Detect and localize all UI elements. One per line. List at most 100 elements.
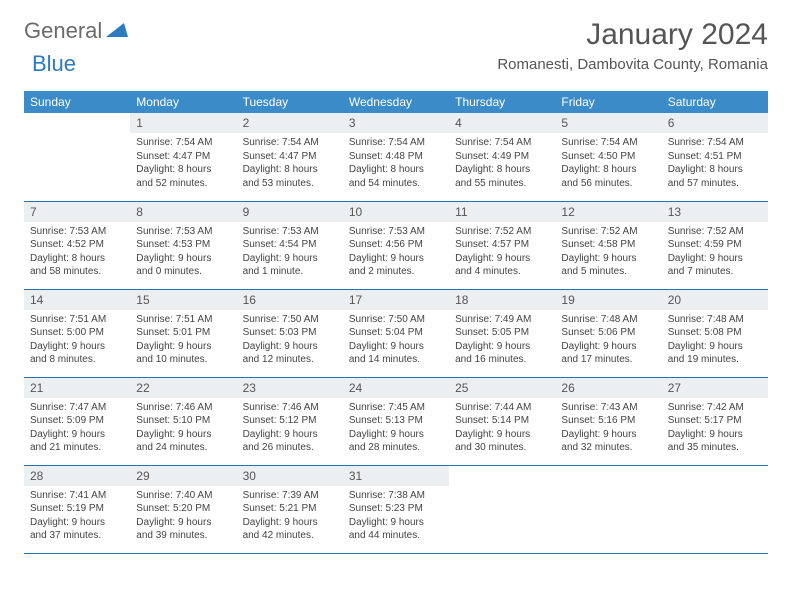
day-details: Sunrise: 7:51 AMSunset: 5:00 PMDaylight:… [24,310,130,370]
weekday-header: Wednesday [343,91,449,113]
calendar-body: 1Sunrise: 7:54 AMSunset: 4:47 PMDaylight… [24,113,768,553]
day-details: Sunrise: 7:38 AMSunset: 5:23 PMDaylight:… [343,486,449,546]
weekday-header: Tuesday [237,91,343,113]
day-details: Sunrise: 7:52 AMSunset: 4:57 PMDaylight:… [449,222,555,282]
day-details: Sunrise: 7:54 AMSunset: 4:47 PMDaylight:… [237,133,343,193]
weekday-header: Sunday [24,91,130,113]
day-number: 3 [343,113,449,133]
day-details: Sunrise: 7:41 AMSunset: 5:19 PMDaylight:… [24,486,130,546]
title-block: January 2024 Romanesti, Dambovita County… [497,18,768,73]
calendar-day: 1Sunrise: 7:54 AMSunset: 4:47 PMDaylight… [130,113,236,201]
calendar-row: 7Sunrise: 7:53 AMSunset: 4:52 PMDaylight… [24,201,768,289]
logo-text-general: General [24,18,102,44]
day-details: Sunrise: 7:49 AMSunset: 5:05 PMDaylight:… [449,310,555,370]
calendar-row: 1Sunrise: 7:54 AMSunset: 4:47 PMDaylight… [24,113,768,201]
calendar-day: 30Sunrise: 7:39 AMSunset: 5:21 PMDayligh… [237,465,343,553]
day-number: 28 [24,466,130,486]
logo-triangle-icon [106,21,128,42]
calendar-day: 28Sunrise: 7:41 AMSunset: 5:19 PMDayligh… [24,465,130,553]
day-details: Sunrise: 7:39 AMSunset: 5:21 PMDaylight:… [237,486,343,546]
calendar-day: 29Sunrise: 7:40 AMSunset: 5:20 PMDayligh… [130,465,236,553]
day-number: 31 [343,466,449,486]
day-details: Sunrise: 7:52 AMSunset: 4:58 PMDaylight:… [555,222,661,282]
logo: General [24,18,130,44]
calendar-day: 24Sunrise: 7:45 AMSunset: 5:13 PMDayligh… [343,377,449,465]
day-details: Sunrise: 7:46 AMSunset: 5:12 PMDaylight:… [237,398,343,458]
day-number: 13 [662,202,768,222]
calendar-day: 14Sunrise: 7:51 AMSunset: 5:00 PMDayligh… [24,289,130,377]
day-number: 19 [555,290,661,310]
day-details: Sunrise: 7:53 AMSunset: 4:53 PMDaylight:… [130,222,236,282]
day-number: 2 [237,113,343,133]
calendar-day: 18Sunrise: 7:49 AMSunset: 5:05 PMDayligh… [449,289,555,377]
location-text: Romanesti, Dambovita County, Romania [497,56,768,73]
day-details: Sunrise: 7:54 AMSunset: 4:49 PMDaylight:… [449,133,555,193]
calendar-day: 8Sunrise: 7:53 AMSunset: 4:53 PMDaylight… [130,201,236,289]
day-number: 24 [343,378,449,398]
weekday-header: Thursday [449,91,555,113]
day-number: 29 [130,466,236,486]
day-details: Sunrise: 7:44 AMSunset: 5:14 PMDaylight:… [449,398,555,458]
day-number: 9 [237,202,343,222]
day-details: Sunrise: 7:47 AMSunset: 5:09 PMDaylight:… [24,398,130,458]
calendar-day: 23Sunrise: 7:46 AMSunset: 5:12 PMDayligh… [237,377,343,465]
weekday-header: Friday [555,91,661,113]
calendar-day: 2Sunrise: 7:54 AMSunset: 4:47 PMDaylight… [237,113,343,201]
day-details: Sunrise: 7:43 AMSunset: 5:16 PMDaylight:… [555,398,661,458]
calendar-day-empty [449,465,555,553]
calendar-day-empty [555,465,661,553]
calendar-day: 5Sunrise: 7:54 AMSunset: 4:50 PMDaylight… [555,113,661,201]
day-details: Sunrise: 7:48 AMSunset: 5:06 PMDaylight:… [555,310,661,370]
day-number: 5 [555,113,661,133]
calendar-day: 21Sunrise: 7:47 AMSunset: 5:09 PMDayligh… [24,377,130,465]
day-details: Sunrise: 7:54 AMSunset: 4:51 PMDaylight:… [662,133,768,193]
day-number: 11 [449,202,555,222]
day-number: 26 [555,378,661,398]
day-number: 25 [449,378,555,398]
day-details: Sunrise: 7:42 AMSunset: 5:17 PMDaylight:… [662,398,768,458]
day-number: 15 [130,290,236,310]
calendar-day-empty [24,113,130,201]
day-number: 18 [449,290,555,310]
day-details: Sunrise: 7:51 AMSunset: 5:01 PMDaylight:… [130,310,236,370]
day-details: Sunrise: 7:48 AMSunset: 5:08 PMDaylight:… [662,310,768,370]
calendar-day: 13Sunrise: 7:52 AMSunset: 4:59 PMDayligh… [662,201,768,289]
day-number: 4 [449,113,555,133]
day-details: Sunrise: 7:54 AMSunset: 4:50 PMDaylight:… [555,133,661,193]
weekday-header: Monday [130,91,236,113]
calendar-day: 3Sunrise: 7:54 AMSunset: 4:48 PMDaylight… [343,113,449,201]
calendar-row: 21Sunrise: 7:47 AMSunset: 5:09 PMDayligh… [24,377,768,465]
day-number: 14 [24,290,130,310]
calendar-day: 9Sunrise: 7:53 AMSunset: 4:54 PMDaylight… [237,201,343,289]
day-number: 6 [662,113,768,133]
logo-text-blue: Blue [32,51,76,76]
month-title: January 2024 [497,18,768,52]
calendar-day: 22Sunrise: 7:46 AMSunset: 5:10 PMDayligh… [130,377,236,465]
day-details: Sunrise: 7:50 AMSunset: 5:04 PMDaylight:… [343,310,449,370]
calendar-day: 4Sunrise: 7:54 AMSunset: 4:49 PMDaylight… [449,113,555,201]
day-details: Sunrise: 7:46 AMSunset: 5:10 PMDaylight:… [130,398,236,458]
calendar-day: 27Sunrise: 7:42 AMSunset: 5:17 PMDayligh… [662,377,768,465]
day-number: 16 [237,290,343,310]
weekday-header: Saturday [662,91,768,113]
day-number: 8 [130,202,236,222]
calendar-day: 25Sunrise: 7:44 AMSunset: 5:14 PMDayligh… [449,377,555,465]
calendar-day: 26Sunrise: 7:43 AMSunset: 5:16 PMDayligh… [555,377,661,465]
day-details: Sunrise: 7:54 AMSunset: 4:48 PMDaylight:… [343,133,449,193]
calendar-day: 6Sunrise: 7:54 AMSunset: 4:51 PMDaylight… [662,113,768,201]
calendar-day: 20Sunrise: 7:48 AMSunset: 5:08 PMDayligh… [662,289,768,377]
calendar-day: 15Sunrise: 7:51 AMSunset: 5:01 PMDayligh… [130,289,236,377]
day-number: 1 [130,113,236,133]
calendar-day: 19Sunrise: 7:48 AMSunset: 5:06 PMDayligh… [555,289,661,377]
calendar-row: 14Sunrise: 7:51 AMSunset: 5:00 PMDayligh… [24,289,768,377]
calendar-day: 10Sunrise: 7:53 AMSunset: 4:56 PMDayligh… [343,201,449,289]
calendar-day: 16Sunrise: 7:50 AMSunset: 5:03 PMDayligh… [237,289,343,377]
calendar-day: 17Sunrise: 7:50 AMSunset: 5:04 PMDayligh… [343,289,449,377]
calendar-day: 7Sunrise: 7:53 AMSunset: 4:52 PMDaylight… [24,201,130,289]
day-number: 27 [662,378,768,398]
calendar-day-empty [662,465,768,553]
day-details: Sunrise: 7:40 AMSunset: 5:20 PMDaylight:… [130,486,236,546]
day-details: Sunrise: 7:53 AMSunset: 4:56 PMDaylight:… [343,222,449,282]
day-details: Sunrise: 7:50 AMSunset: 5:03 PMDaylight:… [237,310,343,370]
calendar-day: 11Sunrise: 7:52 AMSunset: 4:57 PMDayligh… [449,201,555,289]
